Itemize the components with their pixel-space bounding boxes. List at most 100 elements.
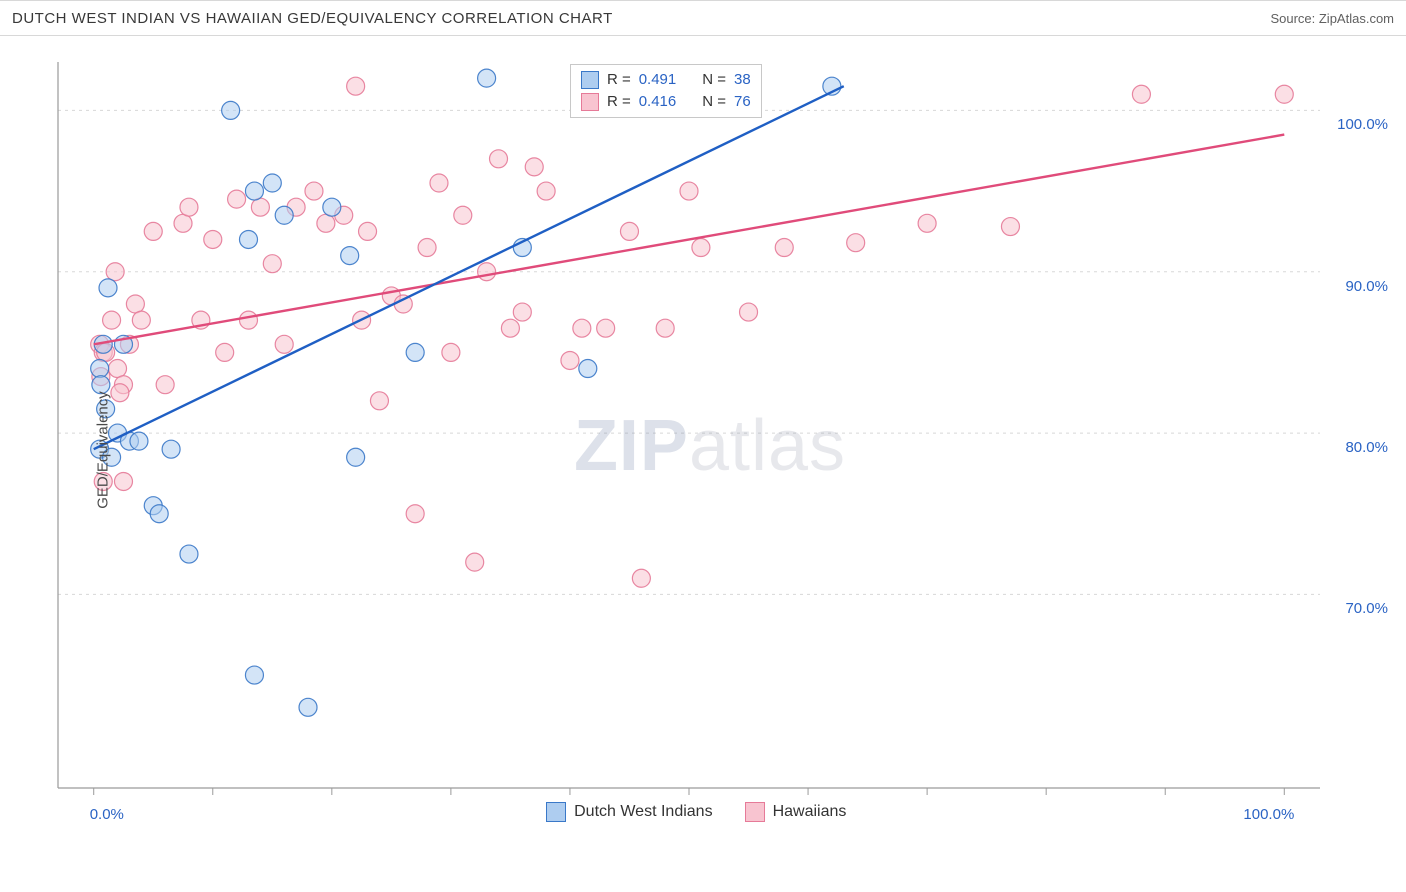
pink-swatch-icon bbox=[581, 93, 599, 111]
scatter-point bbox=[525, 158, 543, 176]
chart-svg bbox=[30, 50, 1390, 850]
scatter-point bbox=[132, 311, 150, 329]
scatter-point bbox=[418, 239, 436, 257]
scatter-point bbox=[847, 234, 865, 252]
scatter-point bbox=[204, 230, 222, 248]
scatter-point bbox=[442, 343, 460, 361]
legend-correlation: R = 0.491 N = 38 R = 0.416 N = 76 bbox=[570, 64, 762, 118]
scatter-point bbox=[347, 77, 365, 95]
scatter-point bbox=[323, 198, 341, 216]
legend-item: Hawaiians bbox=[745, 802, 847, 822]
scatter-point bbox=[501, 319, 519, 337]
scatter-point bbox=[341, 247, 359, 265]
y-tick-label: 90.0% bbox=[1345, 278, 1388, 295]
n-label: N = bbox=[702, 69, 726, 91]
scatter-point bbox=[275, 206, 293, 224]
blue-swatch-icon bbox=[581, 71, 599, 89]
pink-swatch-icon bbox=[745, 802, 765, 822]
scatter-point bbox=[144, 222, 162, 240]
scatter-point bbox=[180, 198, 198, 216]
scatter-point bbox=[579, 360, 597, 378]
scatter-point bbox=[561, 351, 579, 369]
scatter-point bbox=[918, 214, 936, 232]
scatter-point bbox=[103, 311, 121, 329]
scatter-point bbox=[537, 182, 555, 200]
scatter-point bbox=[263, 174, 281, 192]
scatter-point bbox=[239, 230, 257, 248]
legend-label: Hawaiians bbox=[773, 803, 847, 821]
y-tick-label: 100.0% bbox=[1337, 116, 1388, 133]
scatter-point bbox=[478, 263, 496, 281]
scatter-point bbox=[406, 343, 424, 361]
scatter-point bbox=[1132, 85, 1150, 103]
n-label: N = bbox=[702, 91, 726, 113]
scatter-point bbox=[656, 319, 674, 337]
scatter-point bbox=[180, 545, 198, 563]
scatter-point bbox=[150, 505, 168, 523]
scatter-point bbox=[359, 222, 377, 240]
chart-area: GED/Equivalency ZIPatlas 70.0%80.0%90.0%… bbox=[30, 50, 1390, 850]
scatter-point bbox=[430, 174, 448, 192]
scatter-point bbox=[130, 432, 148, 450]
scatter-point bbox=[370, 392, 388, 410]
scatter-point bbox=[692, 239, 710, 257]
scatter-point bbox=[775, 239, 793, 257]
scatter-point bbox=[216, 343, 234, 361]
scatter-point bbox=[299, 698, 317, 716]
scatter-point bbox=[126, 295, 144, 313]
scatter-point bbox=[263, 255, 281, 273]
legend-label: Dutch West Indians bbox=[574, 803, 712, 821]
x-tick-label: 100.0% bbox=[1234, 806, 1294, 823]
chart-title: DUTCH WEST INDIAN VS HAWAIIAN GED/EQUIVA… bbox=[12, 10, 613, 27]
scatter-point bbox=[99, 279, 117, 297]
y-axis-title: GED/Equivalency bbox=[94, 391, 111, 509]
scatter-point bbox=[466, 553, 484, 571]
y-tick-label: 70.0% bbox=[1345, 600, 1388, 617]
scatter-point bbox=[114, 472, 132, 490]
scatter-point bbox=[174, 214, 192, 232]
scatter-point bbox=[109, 360, 127, 378]
scatter-point bbox=[245, 182, 263, 200]
scatter-point bbox=[406, 505, 424, 523]
title-bar: DUTCH WEST INDIAN VS HAWAIIAN GED/EQUIVA… bbox=[0, 0, 1406, 36]
scatter-point bbox=[597, 319, 615, 337]
y-tick-label: 80.0% bbox=[1345, 439, 1388, 456]
scatter-point bbox=[111, 384, 129, 402]
scatter-point bbox=[162, 440, 180, 458]
scatter-point bbox=[513, 303, 531, 321]
scatter-point bbox=[740, 303, 758, 321]
scatter-point bbox=[394, 295, 412, 313]
n-value: 76 bbox=[734, 91, 751, 113]
trend-line bbox=[94, 135, 1285, 345]
scatter-point bbox=[245, 666, 263, 684]
scatter-point bbox=[239, 311, 257, 329]
scatter-point bbox=[106, 263, 124, 281]
r-label: R = bbox=[607, 69, 631, 91]
scatter-point bbox=[222, 101, 240, 119]
scatter-point bbox=[1001, 218, 1019, 236]
r-value: 0.491 bbox=[639, 69, 677, 91]
legend-series: Dutch West Indians Hawaiians bbox=[546, 802, 846, 822]
trend-line bbox=[94, 86, 844, 449]
scatter-point bbox=[454, 206, 472, 224]
scatter-point bbox=[490, 150, 508, 168]
legend-row: R = 0.491 N = 38 bbox=[581, 69, 751, 91]
scatter-point bbox=[156, 376, 174, 394]
scatter-point bbox=[91, 360, 109, 378]
legend-item: Dutch West Indians bbox=[546, 802, 712, 822]
scatter-point bbox=[680, 182, 698, 200]
scatter-point bbox=[317, 214, 335, 232]
blue-swatch-icon bbox=[546, 802, 566, 822]
scatter-point bbox=[228, 190, 246, 208]
source-label: Source: ZipAtlas.com bbox=[1270, 11, 1394, 26]
scatter-point bbox=[305, 182, 323, 200]
scatter-point bbox=[620, 222, 638, 240]
r-label: R = bbox=[607, 91, 631, 113]
scatter-point bbox=[251, 198, 269, 216]
n-value: 38 bbox=[734, 69, 751, 91]
scatter-point bbox=[573, 319, 591, 337]
scatter-point bbox=[275, 335, 293, 353]
x-tick-label: 0.0% bbox=[90, 806, 124, 823]
r-value: 0.416 bbox=[639, 91, 677, 113]
scatter-point bbox=[478, 69, 496, 87]
